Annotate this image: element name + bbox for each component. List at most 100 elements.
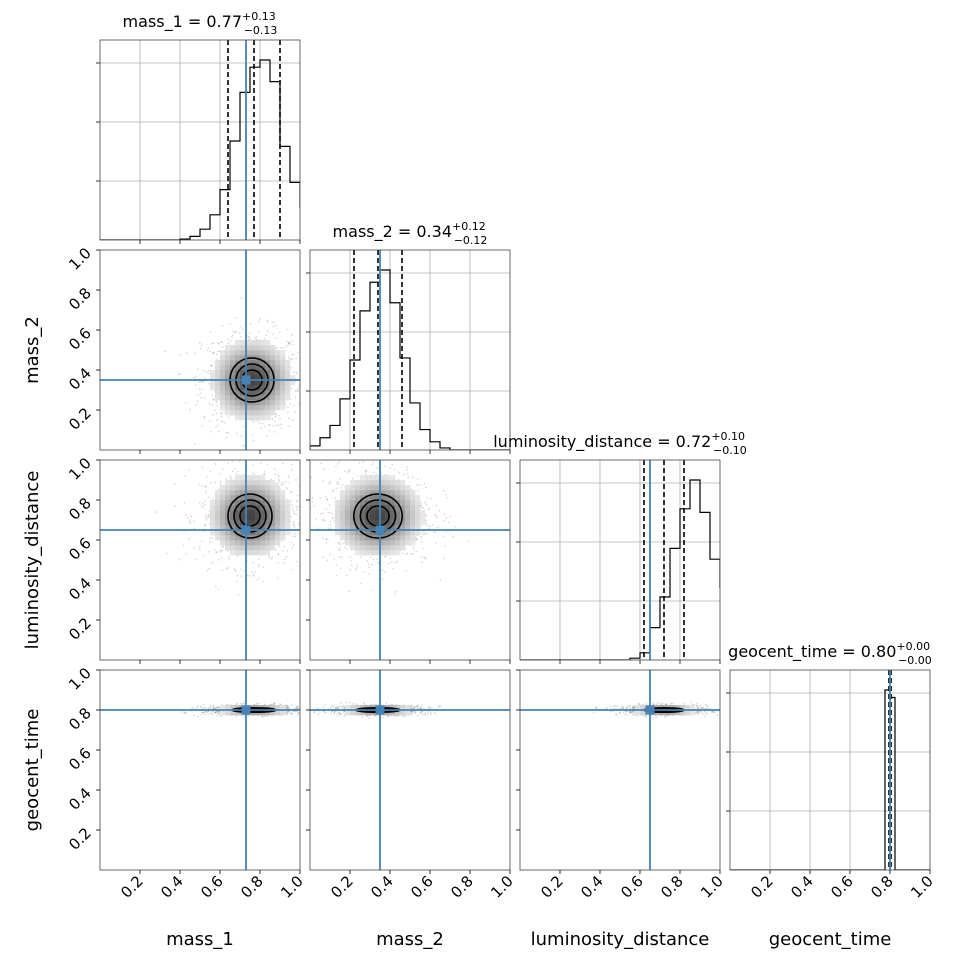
sample-point [329,520,332,523]
density-cell [270,500,276,506]
sample-point [288,417,290,420]
density-cell [410,510,416,516]
density-cell [235,340,241,346]
sample-point [439,578,442,581]
density-cell [235,405,241,411]
sample-point [284,481,287,483]
sample-point [315,526,317,528]
density-cell [230,345,236,351]
density-cell [355,500,361,506]
density-cell [225,530,231,536]
density-cell [220,495,226,501]
sample-point [283,545,285,548]
sample-point [337,483,340,485]
density-cell [410,525,416,531]
density-cell [285,395,291,401]
sample-point [232,330,235,333]
sample-point [367,563,370,566]
sample-point [335,707,338,710]
sample-point [205,710,208,713]
density-cell [210,385,216,391]
sample-point [387,715,389,717]
sample-point [281,550,284,552]
sample-point [416,484,418,486]
density-cell [280,530,286,536]
density-cell [260,415,266,421]
sample-point [364,470,366,473]
density-cell [275,495,281,501]
sample-point [252,439,255,442]
sample-point [274,324,277,326]
sample-point [311,377,313,379]
density-cell [350,525,356,531]
sample-point [191,707,193,709]
density-cell [215,360,221,366]
sample-point [202,711,204,714]
sample-point [231,335,233,338]
density-cell [235,500,241,506]
sample-point [220,341,222,343]
density-cell [280,400,286,406]
sample-point [194,442,197,445]
sample-point [322,468,325,470]
sample-point [282,462,285,465]
sample-point [164,350,166,352]
density-cell [255,345,261,351]
density-cell [225,395,231,401]
sample-point [242,425,245,428]
density-cell [265,355,271,361]
sample-point [298,523,300,525]
sample-point [185,401,187,404]
density-cell [410,520,416,526]
sample-point [206,475,208,478]
density-cell [400,535,406,541]
density-cell [230,530,236,536]
density-cell [265,530,271,536]
sample-point [281,540,283,542]
sample-point [296,710,298,713]
density-cell [225,385,231,391]
sample-point [370,556,372,558]
sample-point [221,421,224,423]
sample-point [311,712,313,714]
density-cell [290,380,296,386]
density-cell [390,545,396,551]
density-cell [240,415,246,421]
sample-point [312,704,314,706]
density-cell [415,525,421,531]
density-cell [270,360,276,366]
sample-point [398,471,400,474]
sample-point [225,464,227,466]
density-cell [405,525,411,531]
sample-point [322,556,324,558]
sample-point [292,419,294,421]
sample-point [311,421,313,423]
density-cell [215,370,221,376]
density-cell [400,505,406,511]
density-cell [285,385,291,391]
density-cell [250,515,256,521]
sample-point [290,532,293,535]
density-cell [375,475,381,481]
sample-point [225,436,227,439]
sample-point [278,475,280,478]
density-cell [275,355,281,361]
sample-point [285,713,288,716]
sample-point [292,353,295,356]
title-plus: +0.13 [242,10,276,23]
density-cell [230,540,236,546]
sample-point [220,412,222,414]
density-cell [360,510,366,516]
density-cell [420,510,426,516]
sample-point [222,468,224,471]
sample-point [313,505,316,508]
density-cell [225,390,231,396]
density-cell [265,365,271,371]
sample-point [337,542,340,544]
sample-point [239,331,241,334]
sample-point [184,514,187,516]
sample-point [327,527,330,530]
density-cell [215,535,221,541]
sample-point [200,705,203,708]
density-cell [365,505,371,511]
